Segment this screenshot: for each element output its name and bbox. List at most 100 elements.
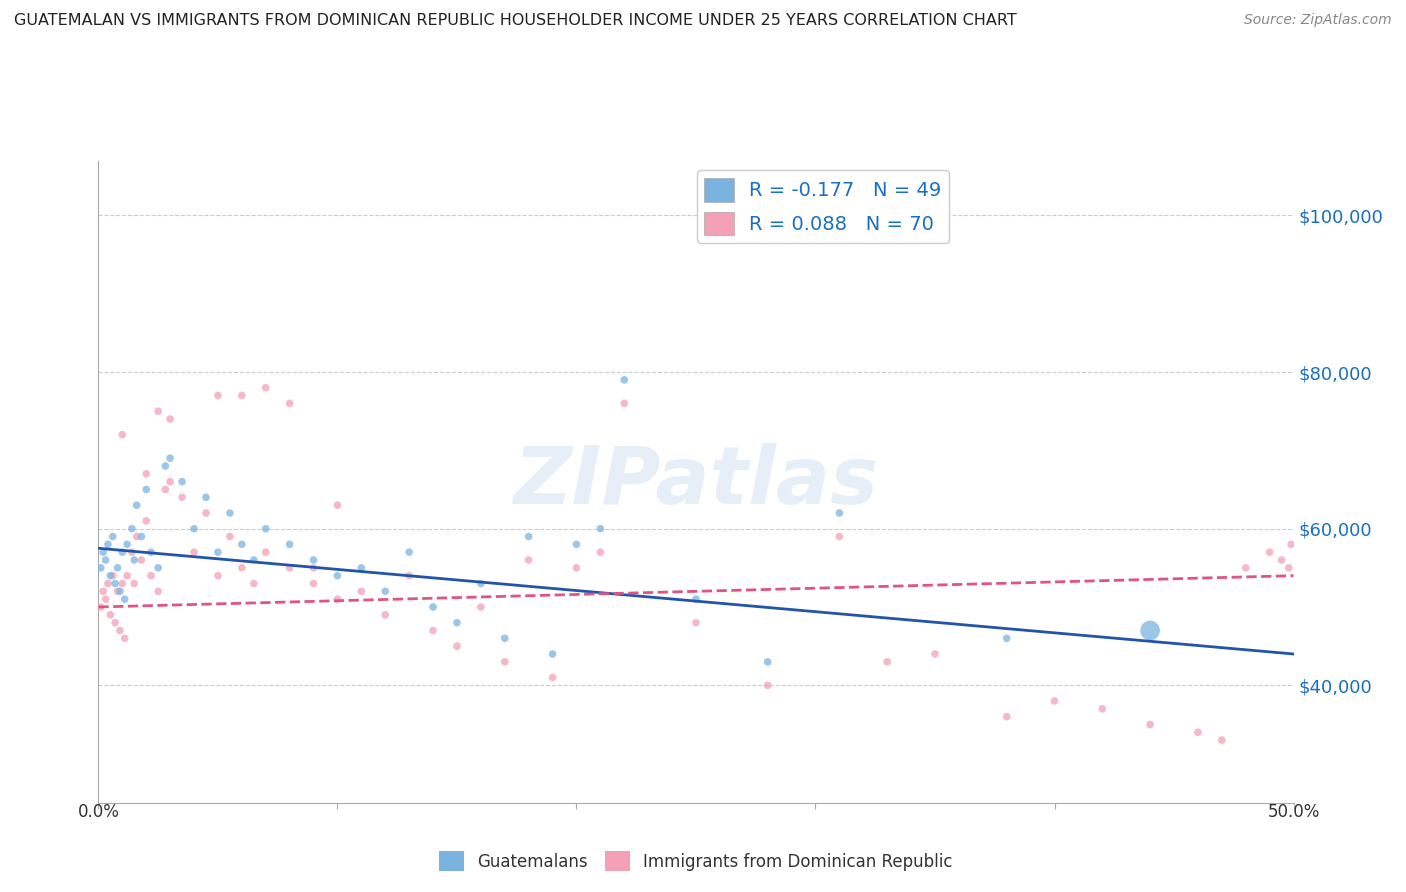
Point [183, 522, 205, 536]
Point [398, 568, 420, 582]
Point [517, 529, 540, 543]
Point [422, 624, 444, 638]
Point [326, 592, 349, 607]
Point [589, 522, 612, 536]
Point [541, 671, 564, 685]
Point [115, 568, 138, 582]
Point [278, 396, 301, 410]
Point [114, 632, 136, 646]
Point [172, 475, 194, 489]
Point [470, 599, 492, 614]
Point [91, 545, 114, 559]
Point [101, 529, 124, 543]
Point [139, 545, 162, 559]
Point [97, 576, 120, 591]
Point [183, 545, 205, 559]
Point [124, 576, 146, 591]
Legend: Guatemalans, Immigrants from Dominican Republic: Guatemalans, Immigrants from Dominican R… [433, 845, 959, 878]
Point [876, 655, 898, 669]
Point [155, 483, 177, 497]
Text: 50.0%: 50.0% [1267, 803, 1320, 821]
Point [565, 561, 588, 575]
Point [231, 388, 253, 402]
Point [302, 576, 325, 591]
Point [231, 537, 253, 551]
Text: ZIPatlas: ZIPatlas [513, 442, 879, 521]
Point [565, 537, 588, 551]
Point [131, 553, 153, 567]
Point [101, 568, 124, 582]
Point [172, 491, 194, 505]
Point [1187, 725, 1209, 739]
Point [494, 632, 516, 646]
Point [207, 568, 229, 582]
Point [108, 584, 131, 599]
Point [756, 678, 779, 692]
Point [398, 545, 420, 559]
Point [125, 529, 148, 543]
Point [90, 561, 112, 575]
Point [995, 709, 1018, 723]
Point [254, 545, 277, 559]
Point [104, 576, 127, 591]
Point [107, 584, 129, 599]
Point [194, 491, 218, 505]
Point [1211, 733, 1233, 747]
Point [541, 647, 564, 661]
Point [1043, 694, 1066, 708]
Point [121, 545, 143, 559]
Point [121, 522, 143, 536]
Point [1258, 545, 1281, 559]
Point [302, 561, 325, 575]
Point [1139, 717, 1161, 731]
Point [254, 522, 277, 536]
Text: Source: ZipAtlas.com: Source: ZipAtlas.com [1244, 13, 1392, 28]
Point [94, 592, 117, 607]
Point [995, 632, 1018, 646]
Point [1278, 561, 1301, 575]
Point [470, 576, 492, 591]
Point [1279, 537, 1302, 551]
Point [135, 467, 157, 481]
Point [828, 529, 851, 543]
Point [828, 506, 851, 520]
Point [131, 529, 153, 543]
Point [326, 498, 349, 512]
Point [111, 545, 134, 559]
Point [924, 647, 946, 661]
Point [194, 506, 218, 520]
Point [1271, 553, 1294, 567]
Point [613, 373, 636, 387]
Point [97, 537, 120, 551]
Point [374, 607, 396, 622]
Point [350, 561, 373, 575]
Point [219, 529, 242, 543]
Point [756, 655, 779, 669]
Point [1139, 624, 1161, 638]
Point [422, 599, 444, 614]
Point [125, 498, 148, 512]
Point [111, 427, 134, 442]
Point [374, 584, 396, 599]
Point [446, 639, 468, 653]
Point [98, 607, 122, 622]
Point [159, 412, 181, 426]
Point [254, 381, 277, 395]
Point [685, 615, 707, 630]
Point [1091, 702, 1114, 716]
Point [139, 568, 162, 582]
Point [107, 561, 129, 575]
Point [685, 592, 707, 607]
Point [91, 584, 114, 599]
Point [326, 568, 349, 582]
Point [104, 615, 127, 630]
Point [148, 584, 170, 599]
Point [243, 553, 266, 567]
Point [111, 576, 134, 591]
Point [302, 553, 325, 567]
Point [114, 592, 136, 607]
Point [350, 584, 373, 599]
Point [124, 553, 146, 567]
Point [613, 396, 636, 410]
Point [159, 475, 181, 489]
